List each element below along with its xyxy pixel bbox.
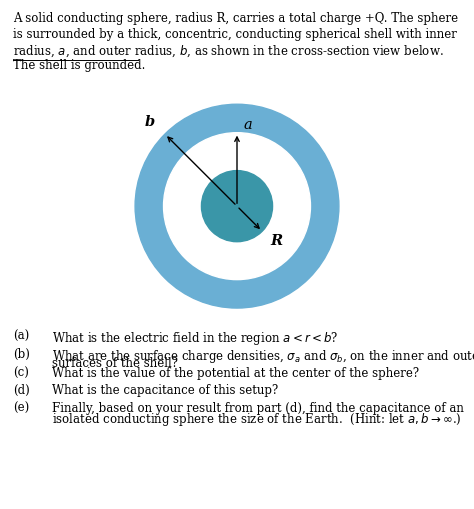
Circle shape	[135, 104, 339, 308]
Text: The shell is grounded.: The shell is grounded.	[13, 60, 146, 72]
Text: What are the surface charge densities, $\sigma_a$ and $\sigma_b$, on the inner a: What are the surface charge densities, $…	[52, 348, 474, 364]
Text: is surrounded by a thick, concentric, conducting spherical shell with inner: is surrounded by a thick, concentric, co…	[13, 28, 457, 41]
Text: R: R	[270, 234, 282, 248]
Text: (c): (c)	[13, 367, 29, 380]
Text: (d): (d)	[13, 384, 30, 398]
Text: surfaces of the shell?: surfaces of the shell?	[52, 357, 178, 370]
Text: isolated conducting sphere the size of the Earth.  (Hint: let $a, b \rightarrow : isolated conducting sphere the size of t…	[52, 411, 462, 429]
Text: What is the electric field in the region $a < r < b$?: What is the electric field in the region…	[52, 330, 338, 347]
Text: Finally, based on your result from part (d), find the capacitance of an: Finally, based on your result from part …	[52, 402, 464, 415]
Text: (b): (b)	[13, 348, 30, 360]
Text: (a): (a)	[13, 330, 29, 343]
Text: A solid conducting sphere, radius R, carries a total charge +Q. The sphere: A solid conducting sphere, radius R, car…	[13, 12, 458, 25]
Text: What is the capacitance of this setup?: What is the capacitance of this setup?	[52, 384, 278, 398]
Text: a: a	[244, 118, 253, 132]
Text: radius, $a$, and outer radius, $b$, as shown in the cross-section view below.: radius, $a$, and outer radius, $b$, as s…	[13, 44, 444, 59]
Text: (e): (e)	[13, 402, 29, 415]
Circle shape	[164, 133, 310, 279]
Circle shape	[201, 171, 273, 242]
Text: What is the value of the potential at the center of the sphere?: What is the value of the potential at th…	[52, 367, 419, 380]
Text: b: b	[145, 115, 155, 129]
